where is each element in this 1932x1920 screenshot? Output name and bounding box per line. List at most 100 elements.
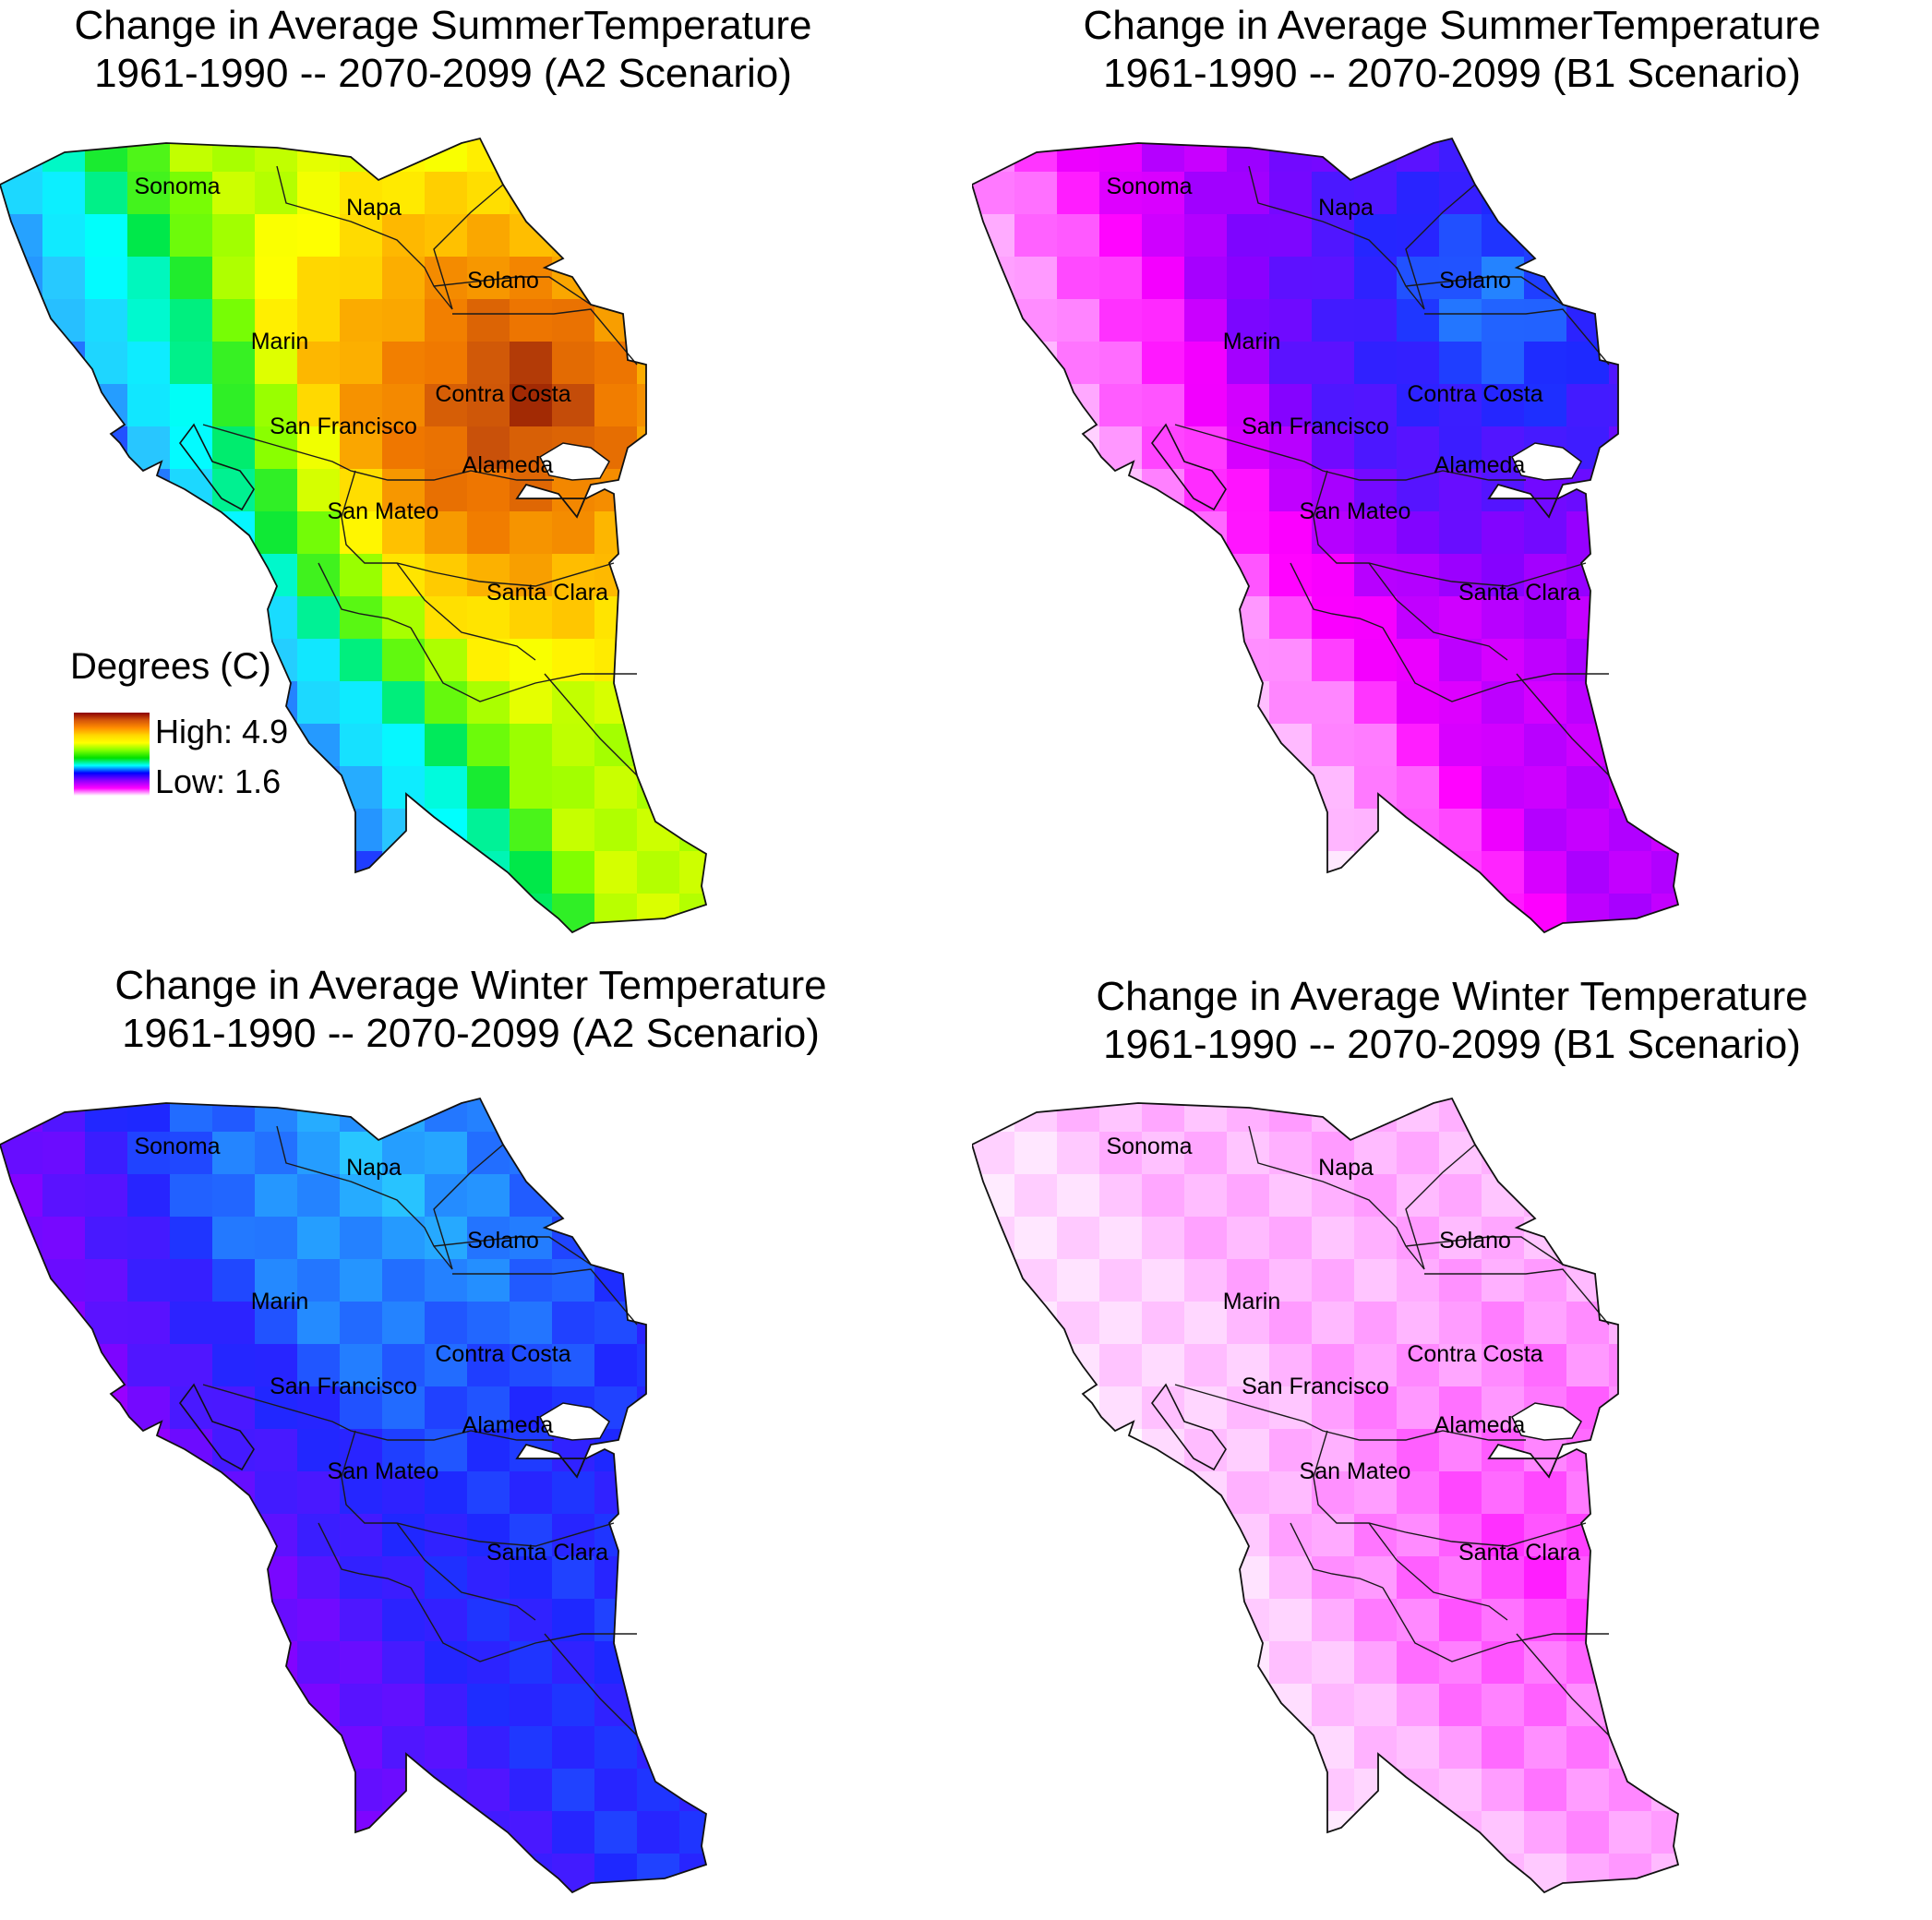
raster-cell bbox=[297, 1259, 341, 1302]
raster-cell bbox=[1269, 851, 1313, 894]
raster-cell bbox=[637, 511, 680, 555]
raster-cell bbox=[1142, 1132, 1185, 1175]
raster-cell bbox=[467, 1386, 510, 1430]
raster-cell bbox=[1312, 1386, 1355, 1430]
raster-cell bbox=[1099, 1556, 1143, 1600]
raster-cell bbox=[679, 554, 706, 597]
raster-cell bbox=[42, 1641, 86, 1685]
raster-cell bbox=[679, 1098, 706, 1133]
raster-cell bbox=[1312, 894, 1355, 932]
raster-cell bbox=[1312, 681, 1355, 725]
raster-cell bbox=[1099, 681, 1143, 725]
raster-cell bbox=[1354, 469, 1398, 512]
raster-cell bbox=[340, 384, 383, 427]
raster-cell bbox=[1312, 724, 1355, 767]
raster-cell bbox=[637, 1098, 680, 1133]
raster-cell bbox=[1694, 724, 1737, 767]
raster-cell bbox=[255, 1386, 298, 1430]
raster-cell bbox=[1269, 299, 1313, 342]
raster-cell bbox=[0, 299, 43, 342]
raster-cell bbox=[1099, 1599, 1143, 1642]
county-boundary bbox=[433, 562, 615, 587]
raster-cell bbox=[1566, 1098, 1610, 1133]
raster-cell bbox=[127, 1641, 171, 1685]
raster-cell bbox=[127, 1344, 171, 1387]
raster-cell bbox=[0, 639, 43, 682]
raster-cell bbox=[1524, 936, 1567, 960]
raster-cell bbox=[425, 1854, 468, 1892]
raster-cell bbox=[1609, 214, 1652, 258]
raster-cell bbox=[1651, 1471, 1678, 1515]
raster-cell bbox=[382, 257, 426, 300]
raster-cell bbox=[1142, 1174, 1185, 1218]
raster-cell bbox=[382, 1514, 426, 1557]
raster-cell bbox=[1269, 214, 1313, 258]
county-boundary bbox=[318, 562, 412, 629]
raster-cell bbox=[42, 1599, 86, 1642]
raster-cell bbox=[1057, 1429, 1100, 1472]
raster-cell bbox=[1099, 511, 1143, 555]
panel-summer-a2: Change in Average SummerTemperature 1961… bbox=[0, 0, 960, 960]
raster-cell bbox=[1439, 172, 1482, 215]
raster-cell bbox=[1014, 639, 1058, 682]
raster-cell bbox=[42, 299, 86, 342]
point-reyes-outline bbox=[1151, 1383, 1227, 1471]
raster-cell bbox=[0, 766, 43, 810]
bay-water bbox=[539, 442, 610, 481]
raster-cell bbox=[1566, 894, 1610, 932]
raster-cell bbox=[972, 1259, 1015, 1302]
raster-cell bbox=[972, 1386, 1015, 1430]
raster-cell bbox=[382, 384, 426, 427]
raster-cell bbox=[382, 1174, 426, 1218]
raster-cell bbox=[1057, 1854, 1100, 1892]
raster-cell bbox=[1482, 1811, 1525, 1854]
raster-cell bbox=[1609, 138, 1652, 173]
raster-cell bbox=[1397, 596, 1440, 640]
raster-cell bbox=[382, 1896, 426, 1920]
raster-cell bbox=[1609, 511, 1652, 555]
raster-cell bbox=[1524, 1769, 1567, 1812]
raster-cell bbox=[297, 214, 341, 258]
raster-cell bbox=[1099, 1641, 1143, 1685]
raster-cell bbox=[1142, 1556, 1185, 1600]
raster-cell bbox=[972, 1302, 1015, 1345]
raster-cell bbox=[85, 1514, 128, 1557]
raster-cell bbox=[1397, 1726, 1440, 1770]
raster-cell bbox=[552, 214, 595, 258]
raster-cell bbox=[1142, 596, 1185, 640]
raster-cell bbox=[467, 469, 510, 512]
raster-cell bbox=[212, 172, 256, 215]
raster-cell bbox=[85, 1726, 128, 1770]
raster-cell bbox=[340, 1344, 383, 1387]
raster-cell bbox=[1057, 851, 1100, 894]
raster-cell bbox=[552, 1769, 595, 1812]
raster-cell bbox=[127, 138, 171, 173]
raster-cell bbox=[552, 1344, 595, 1387]
raster-cell bbox=[1184, 214, 1228, 258]
raster-cell bbox=[425, 1896, 468, 1920]
raster-cell bbox=[1099, 469, 1143, 512]
raster-cell bbox=[85, 554, 128, 597]
raster-cell bbox=[510, 724, 553, 767]
raster-cell bbox=[1566, 1217, 1610, 1260]
raster-cell bbox=[85, 1386, 128, 1430]
raster-cell bbox=[170, 1599, 213, 1642]
raster-cell bbox=[552, 1471, 595, 1515]
raster-cell bbox=[297, 1726, 341, 1770]
raster-cell bbox=[1439, 1344, 1482, 1387]
raster-grid bbox=[0, 1098, 765, 1920]
raster-cell bbox=[340, 1174, 383, 1218]
raster-cell bbox=[297, 1769, 341, 1812]
raster-cell bbox=[594, 1098, 638, 1133]
raster-cell bbox=[972, 1514, 1015, 1557]
raster-cell bbox=[637, 681, 680, 725]
county-boundary bbox=[1405, 1144, 1476, 1270]
raster-cell bbox=[170, 138, 213, 173]
raster-cell bbox=[255, 1684, 298, 1727]
raster-cell bbox=[1227, 1514, 1270, 1557]
raster-cell bbox=[1354, 1556, 1398, 1600]
raster-cell bbox=[255, 894, 298, 932]
raster-cell bbox=[722, 1641, 765, 1685]
raster-cell bbox=[1184, 1344, 1228, 1387]
raster-cell bbox=[637, 1471, 680, 1515]
